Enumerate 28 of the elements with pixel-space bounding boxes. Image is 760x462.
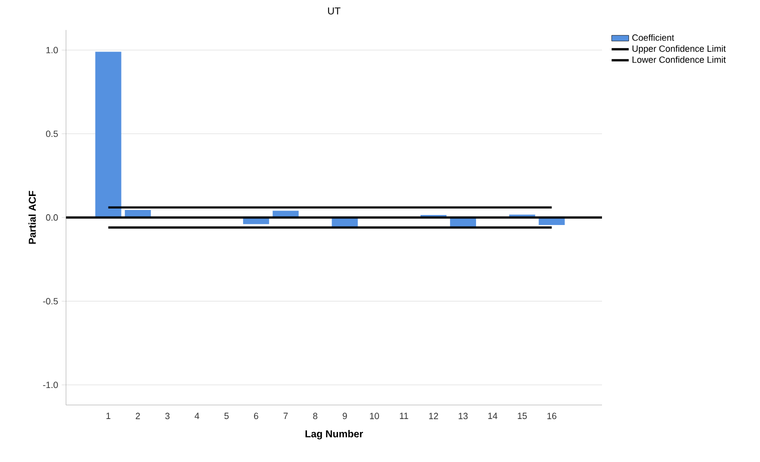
y-tick-label: -0.5 (43, 298, 58, 304)
x-tick-label: 13 (458, 412, 468, 420)
y-axis-title: Partial ACF (28, 190, 36, 244)
x-tick-label: 16 (547, 412, 556, 420)
legend-label: Lower Confidence Limit (632, 56, 726, 63)
x-tick-label: 8 (313, 412, 318, 420)
x-axis-title: Lag Number (306, 430, 364, 440)
x-tick-label: 6 (254, 412, 258, 420)
y-tick-label: -1.0 (43, 382, 58, 388)
x-tick-label: 14 (488, 412, 498, 419)
x-tick-label: 1 (106, 412, 110, 419)
chart-title: UT (328, 7, 340, 14)
x-tick-label: 7 (284, 412, 288, 419)
y-tick-label: 0.5 (46, 130, 58, 137)
y-tick-label: 0.0 (46, 214, 58, 221)
x-tick-label: 3 (165, 412, 170, 420)
x-tick-label: 2 (136, 412, 140, 420)
x-tick-label: 5 (224, 412, 229, 420)
x-tick-label: 10 (370, 412, 380, 420)
bar (95, 52, 122, 218)
x-tick-label: 4 (194, 412, 200, 419)
x-tick-label: 15 (518, 412, 527, 420)
legend-label: Coefficient (632, 34, 674, 41)
x-tick-label: 9 (342, 412, 347, 420)
x-tick-label: 11 (400, 412, 408, 419)
legend-label: Upper Confidence Limit (632, 45, 726, 54)
y-tick-label: 1.0 (46, 46, 58, 54)
x-tick-label: 12 (429, 412, 438, 420)
